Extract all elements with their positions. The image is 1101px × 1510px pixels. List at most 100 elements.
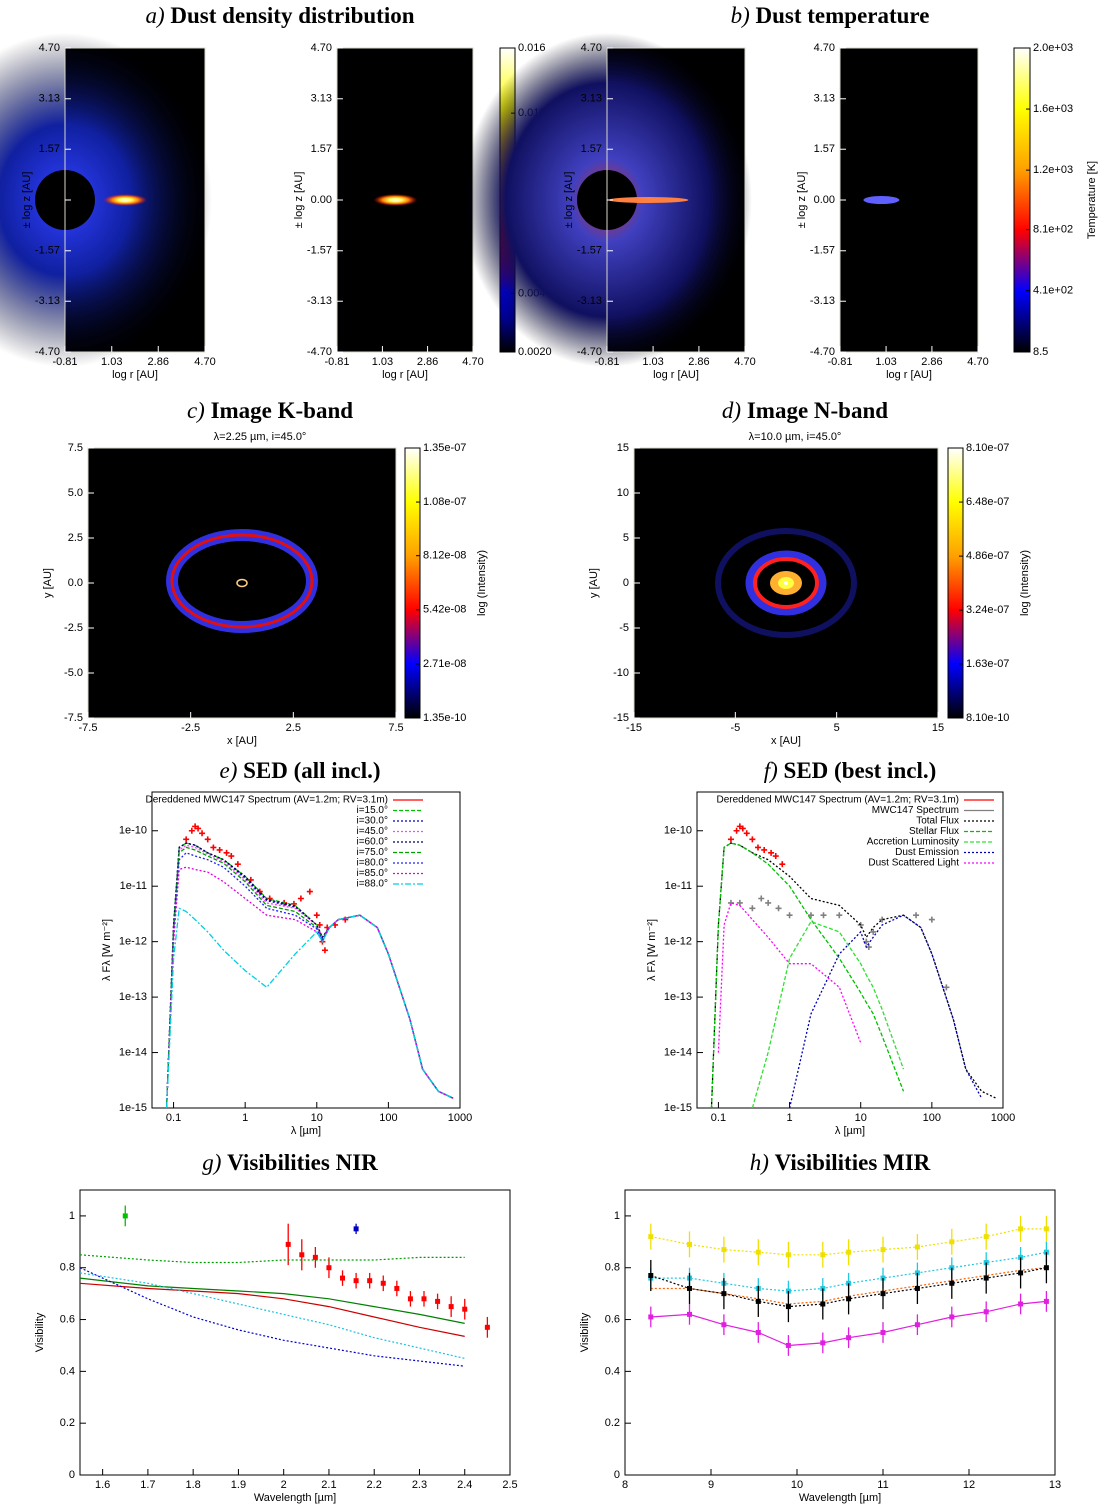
data-point [299, 1252, 305, 1258]
data-point [807, 912, 814, 919]
y-tick-label: -1.57 [35, 245, 60, 257]
x-tick-label: 1.03 [642, 356, 663, 368]
series-line [717, 902, 862, 1053]
plot-frame [696, 791, 1004, 1109]
series-line [165, 842, 454, 1108]
x-axis-label: log r [AU] [886, 369, 932, 381]
panel-title: a) Dust density distribution [145, 3, 414, 28]
x-tick-label: 1.03 [875, 356, 896, 368]
y-axis-label: λ Fλ [W m⁻²] [101, 919, 113, 981]
data-point [733, 827, 740, 834]
data-point [648, 1314, 654, 1320]
x-axis-label: λ [µm] [835, 1125, 865, 1137]
data-point [914, 1322, 920, 1328]
y-axis-label: Visibility [579, 1312, 591, 1352]
x-axis-label: λ [µm] [291, 1125, 321, 1137]
data-point [785, 1304, 791, 1310]
data-point [949, 1280, 955, 1286]
data-point [820, 912, 827, 919]
legend-label: i=88.0° [356, 879, 388, 890]
data-point [484, 1324, 490, 1330]
data-point [367, 1278, 373, 1284]
x-tick-label: 4.70 [194, 356, 215, 368]
y-tick-label: 0.2 [60, 1417, 75, 1429]
x-tick-label: 2 [281, 1479, 287, 1491]
y-tick-label: 1.57 [39, 143, 60, 155]
data-point [1018, 1226, 1024, 1232]
y-tick-label: 1e-10 [119, 825, 147, 837]
data-point [785, 1252, 791, 1258]
x-tick-label: 10 [855, 1112, 867, 1124]
y-axis-label: ± log z [AU] [563, 172, 575, 229]
data-point [1018, 1270, 1024, 1276]
legend-label: i=15.0° [356, 805, 388, 816]
y-tick-label: -10 [613, 667, 629, 679]
y-tick-label: 0 [623, 577, 629, 589]
x-axis-label: Wavelength [µm] [799, 1492, 881, 1504]
y-tick-label: 1 [69, 1210, 75, 1222]
x-tick-label: 2.86 [148, 356, 169, 368]
panel-title-text: Image K-band [211, 398, 354, 423]
y-tick-label: -2.5 [64, 622, 83, 634]
data-point [316, 921, 323, 928]
map-disk [863, 196, 900, 204]
star [784, 581, 788, 585]
colorbar [404, 447, 421, 719]
y-tick-label: 1e-11 [120, 880, 147, 892]
y-tick-label: 2.5 [68, 532, 83, 544]
data-point [721, 1322, 727, 1328]
data-point [863, 938, 870, 945]
data-point [846, 1296, 852, 1302]
data-point [326, 1265, 332, 1271]
series-line [165, 866, 454, 1108]
y-tick-label: -3.13 [307, 295, 332, 307]
data-point [755, 1298, 761, 1304]
y-tick-label: 0.2 [605, 1417, 620, 1429]
x-axis-label: log r [AU] [382, 369, 428, 381]
y-tick-label: 1e-12 [664, 936, 692, 948]
legend-label: i=80.0° [356, 858, 388, 869]
y-axis-label: ± log z [AU] [293, 172, 305, 229]
map-disk [608, 197, 689, 203]
y-tick-label: 0.8 [60, 1262, 75, 1274]
panel-subtitle: λ=10.0 µm, i=45.0° [749, 431, 842, 443]
legend-label: Accretion Luminosity [867, 837, 959, 848]
x-tick-label: 12 [963, 1479, 975, 1491]
y-tick-label: 3.13 [39, 93, 60, 105]
x-tick-label: -2.5 [181, 722, 200, 734]
panel-label: g) [202, 1150, 221, 1175]
ring-inner [170, 533, 314, 629]
data-point [1043, 1298, 1049, 1304]
data-point [914, 1285, 920, 1291]
x-tick-label: 2.86 [688, 356, 709, 368]
data-point [462, 1306, 468, 1312]
y-tick-label: 1e-11 [665, 880, 692, 892]
data-point [721, 1247, 727, 1253]
series-line [788, 914, 983, 1108]
y-tick-label: -4.70 [810, 346, 835, 358]
x-tick-label: -7.5 [79, 722, 98, 734]
x-tick-label: -0.81 [827, 356, 852, 368]
data-point [846, 1249, 852, 1255]
x-tick-label: 2.5 [286, 722, 301, 734]
y-tick-label: 5 [623, 532, 629, 544]
colorbar-tick-label: 8.5 [1033, 346, 1048, 358]
x-tick-label: 1.6 [95, 1479, 110, 1491]
x-tick-label: -0.81 [324, 356, 349, 368]
x-tick-label: 2.86 [921, 356, 942, 368]
y-tick-label: 4.70 [581, 42, 602, 54]
data-point [306, 888, 313, 895]
data-point [949, 1314, 955, 1320]
x-axis-label: x [AU] [227, 735, 257, 747]
map-disk [103, 194, 148, 206]
map-disk [373, 194, 418, 206]
panel-title-text: SED (all incl.) [243, 758, 380, 783]
colorbar-tick-label: 8.12e-08 [423, 550, 466, 562]
x-tick-label: 1.8 [186, 1479, 201, 1491]
panel-title: e) SED (all incl.) [220, 758, 381, 783]
y-tick-label: -5 [619, 622, 629, 634]
colorbar-tick-label: 1.63e-07 [966, 658, 1009, 670]
y-tick-label: 1e-14 [119, 1046, 147, 1058]
y-tick-label: -3.13 [577, 295, 602, 307]
